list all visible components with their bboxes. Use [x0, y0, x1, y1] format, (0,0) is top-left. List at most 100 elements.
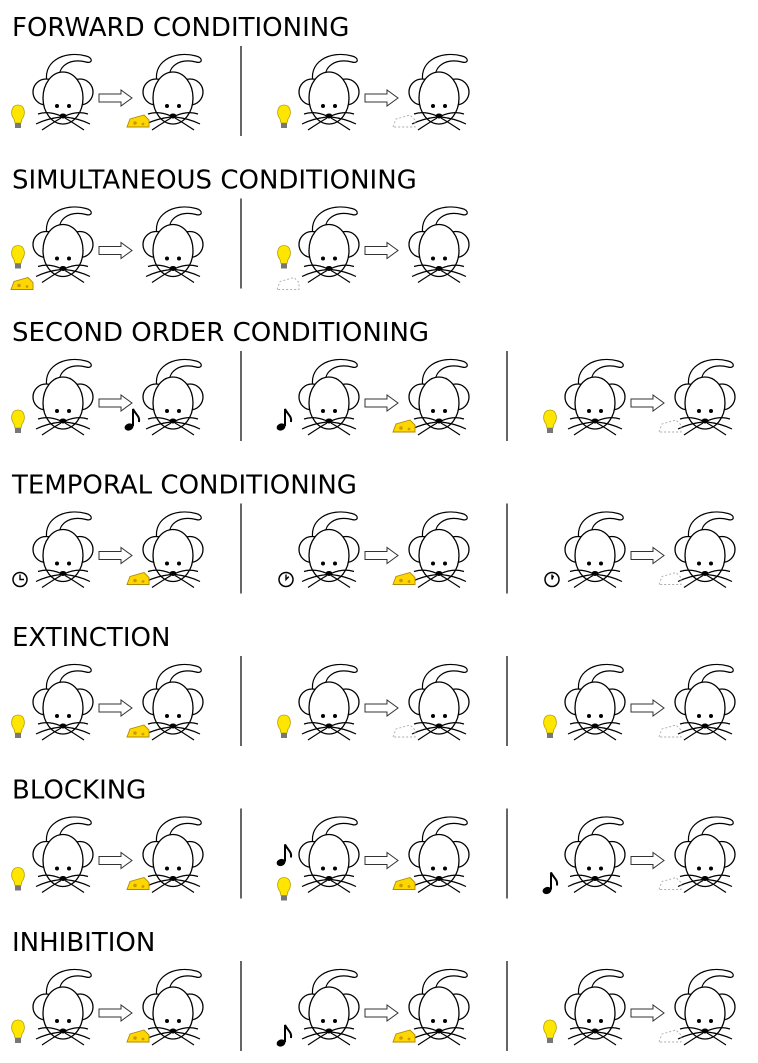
missing-cheese	[658, 724, 682, 738]
arrow	[98, 89, 133, 107]
cheese-wedge	[126, 114, 150, 128]
bulb-glass	[11, 245, 25, 264]
clock-hands	[285, 574, 290, 582]
mouse	[142, 663, 204, 741]
mouse	[142, 816, 204, 894]
cheese-wedge	[658, 1029, 682, 1043]
note-stem	[284, 1024, 293, 1042]
mouse	[674, 663, 736, 741]
bulb-base	[281, 263, 287, 269]
cheese-wedge	[276, 276, 300, 290]
bulb-base	[281, 123, 287, 128]
bulb-glass	[11, 714, 25, 734]
mouse	[298, 968, 360, 1046]
music-note	[276, 1024, 293, 1047]
cheese-wedge	[10, 276, 34, 290]
cheese-hole	[133, 121, 137, 125]
clock-hands	[19, 574, 24, 581]
mouse	[32, 53, 94, 131]
cheese	[126, 1029, 150, 1043]
cheese-wedge	[658, 419, 682, 433]
arrow	[630, 394, 665, 412]
cheese-hole	[399, 426, 403, 430]
cheese-hole	[407, 1037, 411, 1041]
mouse	[674, 511, 736, 589]
note-stem	[284, 408, 293, 426]
mouse	[674, 816, 736, 894]
bulb	[277, 714, 291, 738]
cheese-hole	[133, 883, 137, 888]
bulb	[11, 1019, 25, 1043]
cheese-wedge	[392, 724, 416, 738]
cheese	[392, 571, 416, 585]
arrow	[98, 699, 133, 717]
arrow	[364, 242, 399, 259]
mouse	[142, 358, 204, 436]
cheese-wedge	[658, 571, 682, 585]
cheese	[392, 419, 416, 433]
music-note	[276, 844, 293, 867]
bulb-base	[547, 1038, 553, 1043]
missing-cheese	[276, 276, 300, 290]
cheese-wedge	[392, 114, 416, 128]
cheese-hole	[25, 285, 29, 288]
mouse	[142, 53, 204, 131]
cheese-hole	[141, 732, 145, 736]
clock	[278, 571, 294, 588]
clock-hands	[551, 574, 555, 580]
bulb-glass	[277, 245, 291, 264]
missing-cheese	[658, 1029, 682, 1043]
arrow	[630, 1004, 665, 1022]
cheese-wedge	[392, 419, 416, 433]
mouse	[32, 968, 94, 1046]
missing-cheese	[392, 114, 416, 128]
note-head	[124, 423, 134, 431]
arrow	[364, 1004, 399, 1022]
cheese-wedge	[126, 571, 150, 585]
cheese-hole	[141, 122, 145, 126]
cheese-wedge	[658, 876, 682, 890]
bulb	[11, 867, 25, 891]
section-title: FORWARD CONDITIONING	[12, 13, 349, 43]
cheese-hole	[141, 885, 145, 888]
cheese	[392, 1029, 416, 1043]
cheese-wedge	[392, 876, 416, 890]
arrow	[98, 1004, 133, 1022]
mouse	[408, 663, 470, 741]
cheese-wedge	[392, 571, 416, 585]
mouse	[408, 511, 470, 589]
section-title: EXTINCTION	[12, 623, 170, 653]
mouse	[408, 53, 470, 131]
mouse	[408, 968, 470, 1046]
section-title: SIMULTANEOUS CONDITIONING	[12, 166, 417, 196]
arrow	[364, 852, 399, 869]
bulb-base	[281, 733, 287, 738]
missing-cheese	[658, 571, 682, 585]
cheese-hole	[133, 731, 137, 735]
arrow	[364, 547, 399, 564]
cheese-wedge	[126, 876, 150, 890]
bulb	[277, 104, 291, 128]
mouse	[298, 206, 360, 284]
bulb-glass	[277, 714, 291, 734]
mouse	[674, 358, 736, 436]
cheese-hole	[133, 1036, 137, 1040]
bulb	[277, 877, 291, 901]
bulb-glass	[11, 867, 25, 886]
bulb	[11, 245, 25, 269]
bulb-glass	[11, 104, 25, 124]
bulb-glass	[543, 1019, 557, 1039]
arrow	[98, 547, 133, 564]
mouse	[32, 816, 94, 894]
arrow	[364, 699, 399, 717]
bulb	[11, 714, 25, 738]
cheese-hole	[399, 883, 403, 888]
arrow	[630, 547, 665, 564]
mouse	[564, 816, 626, 894]
note-stem	[284, 844, 293, 862]
cheese-wedge	[126, 1029, 150, 1043]
cheese-wedge	[126, 724, 150, 738]
mouse	[142, 511, 204, 589]
mouse	[298, 358, 360, 436]
